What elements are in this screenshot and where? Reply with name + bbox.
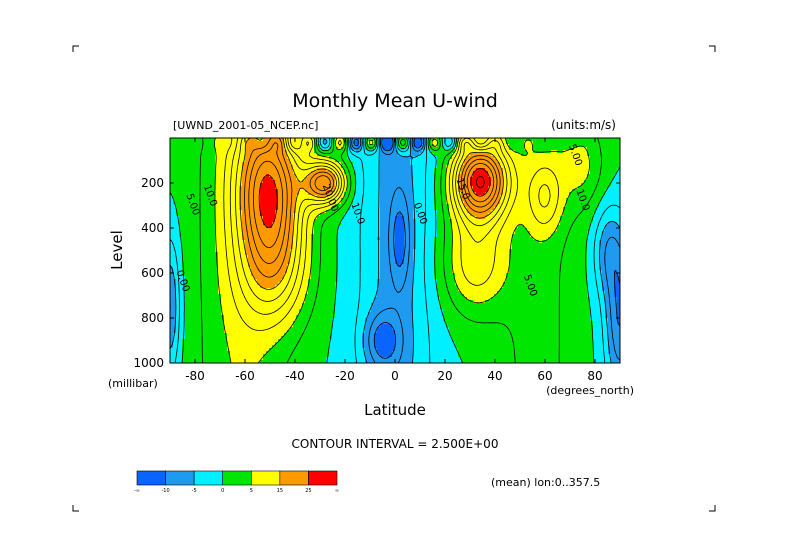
colorbar: -∞ -10 -5 0 5 15 25 ∞ xyxy=(134,470,339,494)
x-tick-label: 40 xyxy=(487,369,502,383)
colorbar-swatch xyxy=(193,470,224,486)
contour-line xyxy=(353,138,620,359)
contour-line xyxy=(476,176,485,189)
contour-line xyxy=(223,138,559,331)
contour-line xyxy=(214,138,590,363)
x-axis: -80 -60 -40 -20 0 20 40 60 80 xyxy=(185,138,603,383)
colorbar-swatch xyxy=(308,470,338,486)
y-axis-label: Level xyxy=(108,230,126,270)
colorbar-swatch xyxy=(279,470,309,486)
y-tick-label: 400 xyxy=(141,221,164,235)
x-tick-label: 60 xyxy=(537,369,552,383)
contour-line xyxy=(199,138,602,363)
x-tick-label: -40 xyxy=(285,369,305,383)
chart-title: Monthly Mean U-wind xyxy=(292,90,498,112)
colorbar-swatch xyxy=(136,470,166,486)
colorbar-swatch xyxy=(165,470,195,486)
contour-line xyxy=(253,160,495,248)
x-tick-label: 80 xyxy=(587,369,602,383)
colorbar-tick-label: -10 xyxy=(161,488,169,494)
x-tick-label: -60 xyxy=(235,369,255,383)
colorbar-tick-label: ∞ xyxy=(335,488,339,494)
x-unit-label: (degrees_north) xyxy=(546,384,634,397)
y-tick-label: 600 xyxy=(141,266,164,280)
x-axis-label: Latitude xyxy=(364,401,426,419)
contour-interval-text: CONTOUR INTERVAL = 2.500E+00 xyxy=(292,437,499,451)
colorbar-tick-label: 0 xyxy=(221,488,224,494)
contour-line xyxy=(170,138,620,363)
colorbar-tick-label: 15 xyxy=(277,488,283,494)
x-tick-label: -80 xyxy=(185,369,205,383)
colorbar-tick-label: 25 xyxy=(305,488,311,494)
colorbar-swatch xyxy=(250,470,281,486)
contour-line xyxy=(229,138,551,315)
x-tick-label: 20 xyxy=(437,369,452,383)
file-label: [UWND_2001-05_NCEP.nc] xyxy=(173,119,318,132)
contour-line xyxy=(258,168,491,229)
contour-line xyxy=(239,138,504,290)
y-tick-label: 1000 xyxy=(133,356,164,370)
y-tick-label: 200 xyxy=(141,176,164,190)
mean-text: (mean) lon:0..357.5 xyxy=(491,476,600,489)
y-unit-label: (millibar) xyxy=(108,377,158,390)
x-tick-label: 0 xyxy=(391,369,399,383)
y-axis: 200 400 600 800 1000 xyxy=(133,176,620,370)
contour-line xyxy=(235,138,508,302)
colorbar-tick-label: -∞ xyxy=(134,488,140,494)
colorbar-swatch xyxy=(222,470,252,486)
contour-field xyxy=(170,138,620,363)
colorbar-tick-label: 5 xyxy=(250,488,253,494)
y-tick-label: 800 xyxy=(141,311,164,325)
contour-line xyxy=(244,138,501,278)
contour-line xyxy=(248,142,498,264)
corner-marks xyxy=(72,45,716,512)
x-tick-label: -20 xyxy=(335,369,355,383)
contour-line xyxy=(170,138,620,363)
colorbar-tick-label: -5 xyxy=(192,488,197,494)
units-label: (units:m/s) xyxy=(551,118,616,132)
